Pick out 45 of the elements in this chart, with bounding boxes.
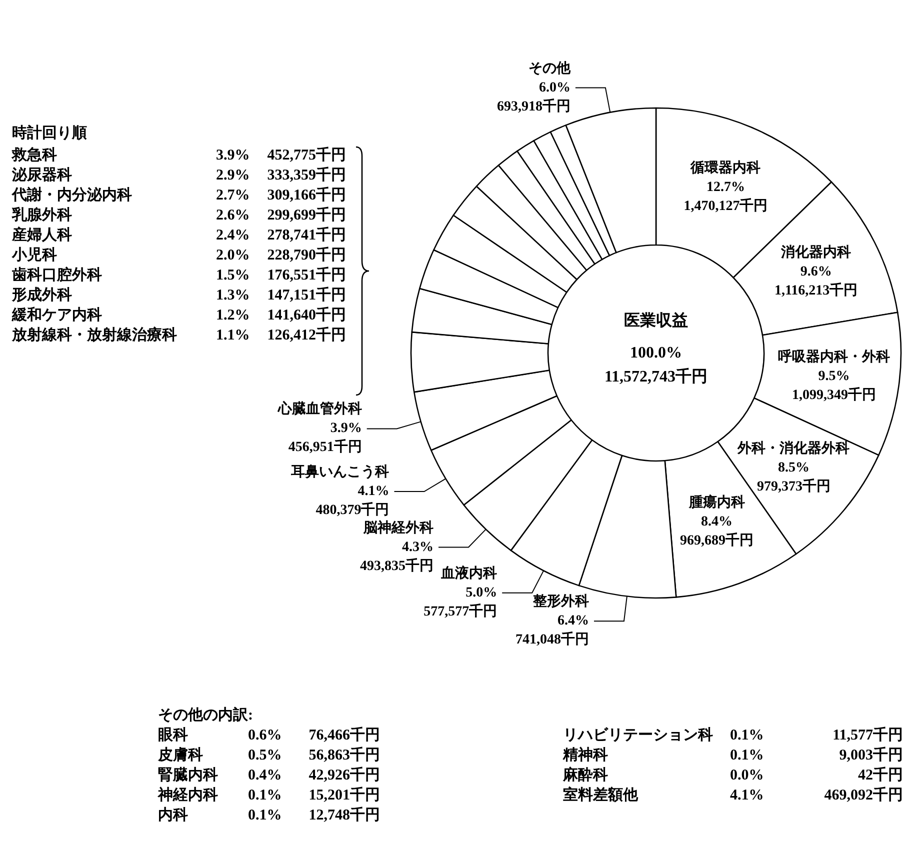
- text: 産婦人科 2.4% 278,741千円: [12, 228, 346, 244]
- text: 放射線科・放射線治療科 1.1% 126,412千円: [12, 328, 346, 344]
- text: 時計回り順: [12, 124, 87, 142]
- slice-label: 心臓血管外科: [276, 400, 362, 418]
- slice-label: 呼吸器内科・外科: [778, 348, 890, 366]
- text: 皮膚科 0.5% 56,863千円: [158, 748, 380, 764]
- text: 神経内科 0.1% 15,201千円: [158, 788, 380, 804]
- text: 眼科 0.6% 76,466千円: [158, 728, 380, 744]
- slice-label: 循環器内科: [690, 160, 761, 176]
- slice-label: 外科・消化器外科: [736, 440, 850, 457]
- text: 麻酔科 0.0% 42千円: [563, 768, 903, 784]
- text: その他の内訳:: [158, 706, 253, 724]
- data-label: 4.3% 493,835千円: [360, 540, 434, 574]
- text: リハビリテーション科 0.1% 11,577千円: [563, 728, 903, 744]
- data-label: 12.7% 1,470,127千円: [684, 180, 768, 214]
- text: 歯科口腔外科 1.5% 176,551千円: [12, 268, 346, 284]
- slice-label: 耳鼻いんこう科: [290, 464, 390, 480]
- data-label: 9.5% 1,099,349千円: [792, 369, 876, 404]
- data-label: 8.5% 979,373千円: [756, 460, 830, 495]
- text: 代謝・内分泌内科 2.7% 309,166千円: [12, 188, 346, 204]
- text: 腎臓内科 0.4% 42,926千円: [158, 768, 380, 784]
- text: 医業収益: [624, 312, 688, 330]
- text: 救急科 3.9% 452,775千円: [12, 148, 346, 164]
- text: 小児科 2.0% 228,790千円: [12, 248, 346, 264]
- slice-label: 脳神経外科: [362, 518, 434, 536]
- slice-label: その他: [528, 60, 572, 76]
- text: 形成外科 1.3% 147,151千円: [12, 288, 346, 304]
- text: 乳腺外科 2.6% 299,699千円: [12, 208, 346, 224]
- slice-label: 腫瘍内科: [688, 493, 745, 510]
- slice-label: 消化器内科: [780, 244, 852, 260]
- text: 精神科 0.1% 9,003千円: [563, 748, 903, 764]
- text: 緩和ケア内科 1.2% 141,640千円: [12, 308, 346, 324]
- data-label: 6.4% 741,048千円: [515, 614, 589, 648]
- slice-label: 整形外科: [532, 594, 589, 610]
- text: 内科 0.1% 12,748千円: [158, 808, 380, 824]
- data-label: 6.0% 693,918千円: [496, 80, 570, 114]
- data-label: 3.9% 456,951千円: [288, 421, 362, 456]
- slice-label: 血液内科: [440, 564, 498, 582]
- text: 室料差額他 4.1% 469,092千円: [563, 788, 903, 804]
- text: 泌尿器科 2.9% 333,359千円: [12, 168, 346, 184]
- data-label: 5.0% 577,577千円: [424, 585, 498, 620]
- text: 100.0% 11,572,743千円: [604, 344, 708, 386]
- data-label: 9.6% 1,116,213千円: [774, 264, 858, 298]
- data-label: 4.1% 480,379千円: [316, 484, 390, 518]
- data-label: 8.4% 969,689千円: [680, 514, 754, 548]
